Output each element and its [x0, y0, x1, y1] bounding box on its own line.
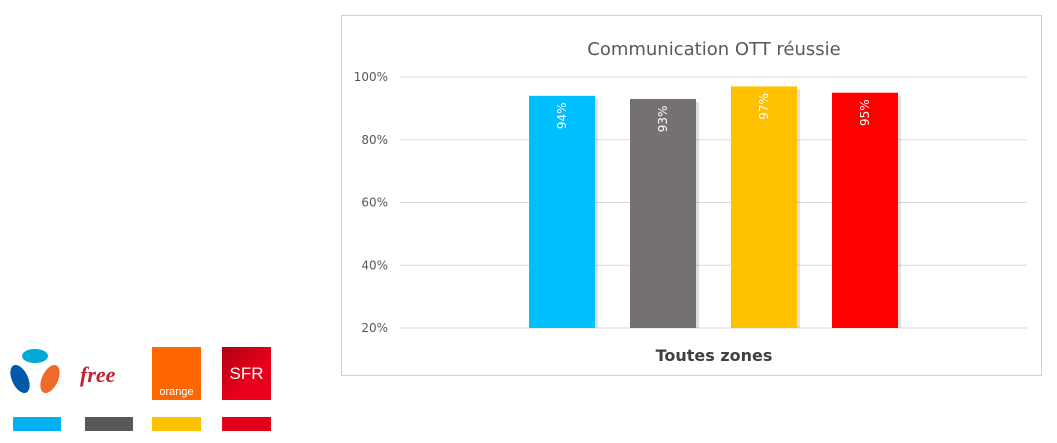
data-label: 97% — [757, 93, 771, 120]
y-tick-label: 40% — [361, 258, 388, 272]
bar — [529, 95, 595, 328]
data-label: 93% — [656, 106, 670, 133]
legend-swatch-free — [85, 417, 133, 431]
sfr-logo: SFR — [222, 347, 271, 400]
y-tick-label: 20% — [361, 321, 388, 335]
y-tick-label: 100% — [354, 70, 388, 84]
chart-frame — [341, 15, 1042, 376]
free-logo: free — [80, 362, 116, 387]
bar — [731, 86, 797, 328]
y-tick-label: 80% — [361, 133, 388, 147]
data-label: 94% — [555, 102, 569, 129]
chart-title: Communication OTT réussie — [587, 39, 840, 60]
bouygues-logo — [5, 346, 65, 400]
legend-swatch-orange — [152, 417, 201, 431]
bar — [832, 92, 898, 328]
bar — [630, 98, 696, 329]
data-label: 95% — [858, 99, 872, 126]
orange-logo: orange — [152, 347, 201, 400]
y-tick-label: 60% — [361, 196, 388, 210]
legend-swatch-bouygues — [13, 417, 61, 431]
x-category-label: Toutes zones — [656, 346, 773, 365]
legend-swatch-sfr — [222, 417, 271, 431]
